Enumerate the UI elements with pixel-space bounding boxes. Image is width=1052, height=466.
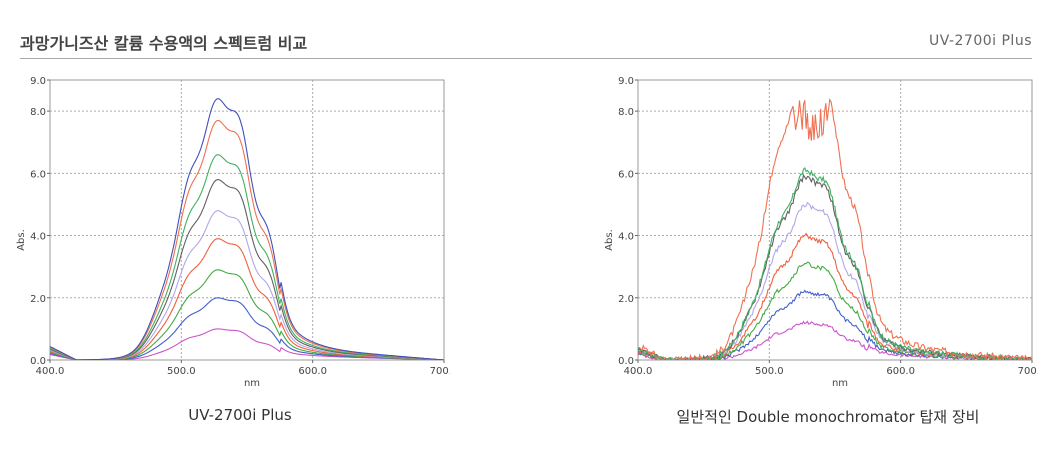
spectrum-chart-0: 400.0 500.0 600.0 700.0 0.0 2.0 4.0 6.0 8.0 9.0 nm… (16, 76, 450, 389)
y-tick-label: 2.0 (618, 294, 634, 305)
spectrum-chart-1: 400.0 500.0 600.0 700.0 0.0 2.0 4.0 6.0 8.0 9.0 nm… (604, 76, 1038, 389)
y-tick-label: 6.0 (618, 169, 634, 180)
y-tick-label: 8.0 (30, 107, 46, 118)
x-tick-label: 700.0 (1018, 366, 1038, 377)
y-axis-label: Abs. (16, 229, 27, 251)
brand-label: UV-2700i Plus (928, 33, 1032, 49)
x-axis-label: nm (244, 378, 260, 389)
plot-frame (637, 79, 1033, 361)
header-divider (20, 58, 1032, 59)
x-tick-label: 400.0 (624, 366, 653, 377)
y-tick-label: 8.0 (618, 107, 634, 118)
x-tick-label: 700.0 (430, 366, 450, 377)
chart-panel-uv2700i: 400.0 500.0 600.0 700.0 0.0 2.0 4.0 6.0 8.0 9.0 nm… (10, 66, 450, 396)
y-tick-label: 2.0 (30, 294, 46, 305)
y-tick-label: 9.0 (618, 76, 634, 87)
x-tick-label: 500.0 (755, 366, 784, 377)
page-header: 과망가니즈산 칼륨 수용액의 스펙트럼 비교 UV-2700i Plus (0, 0, 1052, 60)
y-tick-label: 6.0 (30, 169, 46, 180)
y-tick-label: 4.0 (30, 232, 46, 243)
y-tick-label: 0.0 (618, 356, 634, 367)
x-tick-label: 500.0 (167, 366, 196, 377)
x-tick-label: 400.0 (36, 366, 65, 377)
x-tick-label: 600.0 (886, 366, 915, 377)
chart-caption-double-mono: 일반적인 Double monochromator 탑재 장비 (676, 408, 980, 426)
page-title: 과망가니즈산 칼륨 수용액의 스펙트럼 비교 (20, 34, 308, 53)
y-tick-label: 0.0 (30, 356, 46, 367)
y-axis-label: Abs. (604, 229, 615, 251)
y-tick-label: 4.0 (618, 232, 634, 243)
y-tick-label: 9.0 (30, 76, 46, 87)
x-tick-label: 600.0 (298, 366, 327, 377)
series-line (638, 173, 1032, 360)
chart-caption-uv2700i: UV-2700i Plus (188, 406, 292, 424)
series-line (638, 98, 1032, 360)
series-line (638, 232, 1032, 360)
chart-panel-double-mono: 400.0 500.0 600.0 700.0 0.0 2.0 4.0 6.0 8.0 9.0 nm… (598, 66, 1038, 396)
plot-frame (49, 79, 445, 361)
x-axis-label: nm (832, 378, 848, 389)
series-line (50, 98, 444, 360)
